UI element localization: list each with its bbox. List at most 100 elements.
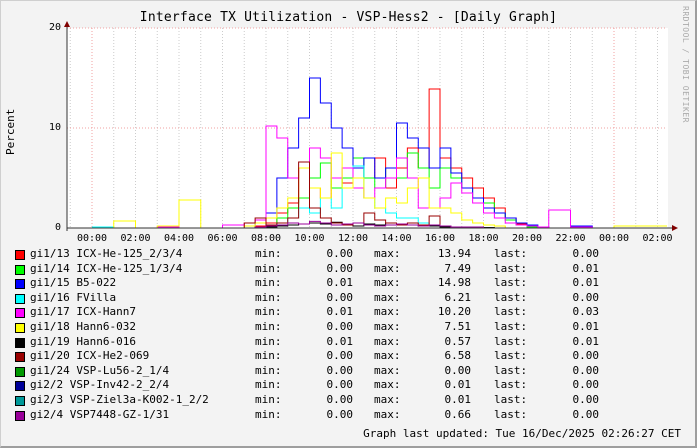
chart-title: Interface TX Utilization - VSP-Hess2 - [… — [139, 10, 558, 25]
legend-min-value: 0.00 — [326, 247, 354, 260]
legend-max-label: max: — [374, 247, 401, 260]
legend-series-name: gi1/17 ICX-Hann7 — [30, 305, 136, 319]
legend-min-label: min: — [255, 261, 282, 275]
legend-series-name: gi2/4 VSP7448-GZ-1/31 — [30, 407, 170, 421]
legend-last-value: 0.00 — [572, 392, 600, 406]
legend-swatch-icon — [15, 308, 25, 319]
x-axis-labels: 00:00 02:00 04:00 06:00 08:00 10:00 12:00 14:00… — [77, 233, 673, 244]
legend-swatch-icon — [15, 395, 25, 406]
legend-min-label: min: — [255, 378, 282, 392]
legend-series-name: gi1/24 VSP-Lu56-2_1/4 — [30, 363, 170, 377]
legend-max-label: max: — [374, 334, 401, 348]
legend-max-value: 0.57 — [444, 334, 472, 348]
legend-max-label: max: — [374, 276, 401, 290]
legend-series-name: gi1/16 FVilla — [30, 290, 117, 304]
x-tick-label: 04:00 — [164, 233, 194, 244]
legend-min-value: 0.00 — [326, 349, 354, 363]
legend-min-label: min: — [255, 407, 282, 421]
x-tick-label: 20:00 — [512, 233, 542, 244]
legend-min-value: 0.00 — [326, 407, 354, 421]
legend-min-label: min: — [255, 349, 282, 363]
legend-swatch-icon — [15, 410, 25, 421]
y-axis-arrow-icon — [64, 21, 70, 27]
legend-series-name: gi1/13 ICX-He-125_2/3/4 — [30, 247, 183, 260]
legend-max-label: max: — [374, 261, 401, 275]
legend-max-label: max: — [374, 290, 401, 304]
legend-last-label: last: — [494, 407, 528, 421]
series-line — [92, 77, 667, 229]
x-tick-label: 00:00 — [77, 233, 107, 244]
legend-min-value: 0.00 — [326, 378, 354, 392]
legend-last-value: 0.00 — [572, 290, 600, 304]
legend-max-value: 14.98 — [437, 276, 471, 290]
legend-max-value: 0.01 — [444, 378, 472, 392]
legend-min-value: 0.00 — [326, 392, 354, 406]
legend-last-value: 0.00 — [572, 363, 600, 377]
legend-max-label: max: — [374, 349, 401, 363]
legend-series-name: gi1/15 B5-022 — [30, 276, 117, 290]
legend-last-label: last: — [494, 290, 528, 304]
legend-min-value: 0.00 — [326, 363, 354, 377]
legend-min-label: min: — [255, 334, 282, 348]
x-tick-label: 18:00 — [468, 233, 498, 244]
legend-max-value: 6.21 — [444, 290, 472, 304]
legend-series-name: gi1/19 Hann6-016 — [30, 334, 136, 348]
legend-max-value: 6.58 — [444, 349, 472, 363]
legend-last-label: last: — [494, 334, 528, 348]
legend-min-value: 0.00 — [326, 290, 354, 304]
legend-min-label: min: — [255, 363, 282, 377]
legend-max-value: 7.49 — [444, 261, 472, 275]
legend-last-value: 0.01 — [572, 261, 600, 275]
legend-series-name: gi2/2 VSP-Inv42-2_2/4 — [30, 378, 170, 392]
legend-max-value: 10.20 — [437, 305, 471, 319]
y-tick-0: 0 — [54, 222, 61, 233]
legend-min-label: min: — [255, 392, 282, 406]
legend-last-value: 0.01 — [572, 334, 600, 348]
legend-last-value: 0.01 — [572, 319, 600, 333]
legend-swatch-icon — [15, 264, 25, 275]
x-tick-label: 22:00 — [555, 233, 585, 244]
x-tick-label: 14:00 — [381, 233, 411, 244]
y-tick-20: 20 — [48, 22, 61, 33]
legend-min-label: min: — [255, 290, 282, 304]
legend-last-value: 0.01 — [572, 276, 600, 290]
legend-max-value: 0.01 — [444, 392, 472, 406]
legend-max-label: max: — [374, 407, 401, 421]
legend-last-label: last: — [494, 363, 528, 377]
x-axis-arrow-icon — [672, 225, 678, 231]
legend-swatch-icon — [15, 337, 25, 348]
legend-series-name: gi1/20 ICX-He2-069 — [30, 349, 150, 363]
legend-min-label: min: — [255, 276, 282, 290]
legend-last-value: 0.00 — [572, 349, 600, 363]
legend-last-label: last: — [494, 319, 528, 333]
legend-max-label: max: — [374, 319, 401, 333]
legend-swatch-icon — [15, 322, 25, 333]
legend-swatch-icon — [15, 279, 25, 290]
legend-max-value: 0.00 — [444, 363, 472, 377]
legend-last-value: 0.03 — [572, 305, 600, 319]
x-tick-label: 12:00 — [338, 233, 368, 244]
legend-series-name: gi1/18 Hann6-032 — [30, 319, 136, 333]
legend-max-label: max: — [374, 363, 401, 377]
x-tick-label: 10:00 — [294, 233, 324, 244]
legend-max-label: max: — [374, 392, 401, 406]
x-tick-label: 00:00 — [599, 233, 629, 244]
legend-swatch-icon — [15, 250, 25, 260]
legend-swatch-icon — [15, 293, 25, 304]
legend-max-label: max: — [374, 305, 401, 319]
legend-series-name: gi1/14 ICX-He-125_1/3/4 — [30, 261, 183, 275]
legend-last-label: last: — [494, 349, 528, 363]
legend-min-value: 0.01 — [326, 334, 354, 348]
y-tick-10: 10 — [48, 122, 61, 133]
legend-max-label: max: — [374, 378, 401, 392]
x-tick-label: 16:00 — [425, 233, 455, 244]
x-tick-label: 02:00 — [120, 233, 150, 244]
legend-min-label: min: — [255, 305, 282, 319]
legend-series-name: gi2/3 VSP-Ziel3a-K002-1_2/2 — [30, 392, 209, 406]
last-updated: Graph last updated: Tue 16/Dec/2025 02:2… — [363, 427, 681, 440]
legend-swatch-icon — [15, 381, 25, 392]
legend-last-label: last: — [494, 247, 528, 260]
legend-swatch-icon — [15, 352, 25, 363]
